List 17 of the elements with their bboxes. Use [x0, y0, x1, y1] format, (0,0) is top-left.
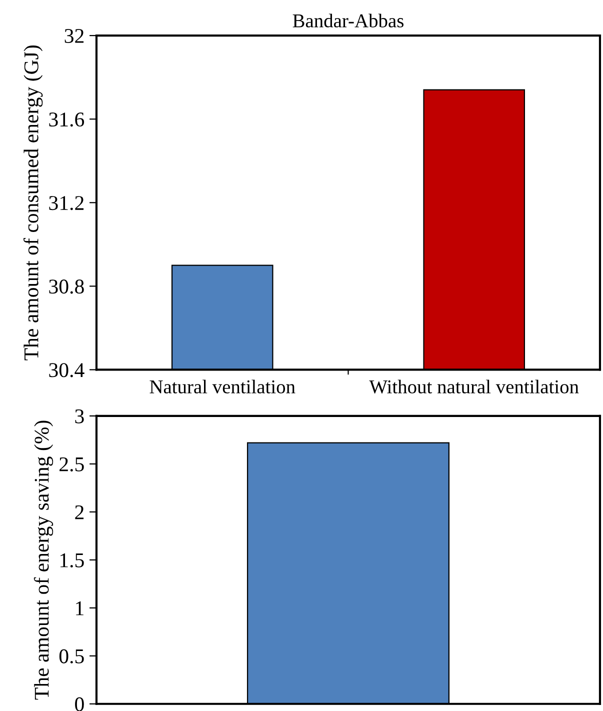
- y-tick-label: 1.5: [60, 553, 84, 568]
- y-tick-label: 0: [75, 697, 84, 711]
- y-tick-label: 3: [75, 409, 84, 424]
- y-tick-label: 0.5: [59, 649, 84, 664]
- y-tick-label: 31.2: [49, 196, 84, 210]
- y-tick-label: 31.6: [49, 112, 84, 127]
- y-tick-label: 30.4: [49, 363, 84, 378]
- y-tick-label: 1: [76, 601, 84, 616]
- y-axis-title: The amount of energy saving (%): [34, 420, 54, 700]
- chart-title: Bandar-Abbas: [292, 14, 404, 28]
- y-tick-label: 2.5: [60, 457, 84, 472]
- y-axis-title: The amount of consumed energy (GJ): [23, 46, 43, 360]
- x-tick-label: Natural ventilation: [150, 380, 296, 394]
- y-tick-label: 30.8: [49, 280, 84, 294]
- y-tick-label: 2: [75, 505, 84, 520]
- x-tick-label: Without natural ventilation: [369, 380, 579, 394]
- y-tick-label: 32: [64, 28, 84, 43]
